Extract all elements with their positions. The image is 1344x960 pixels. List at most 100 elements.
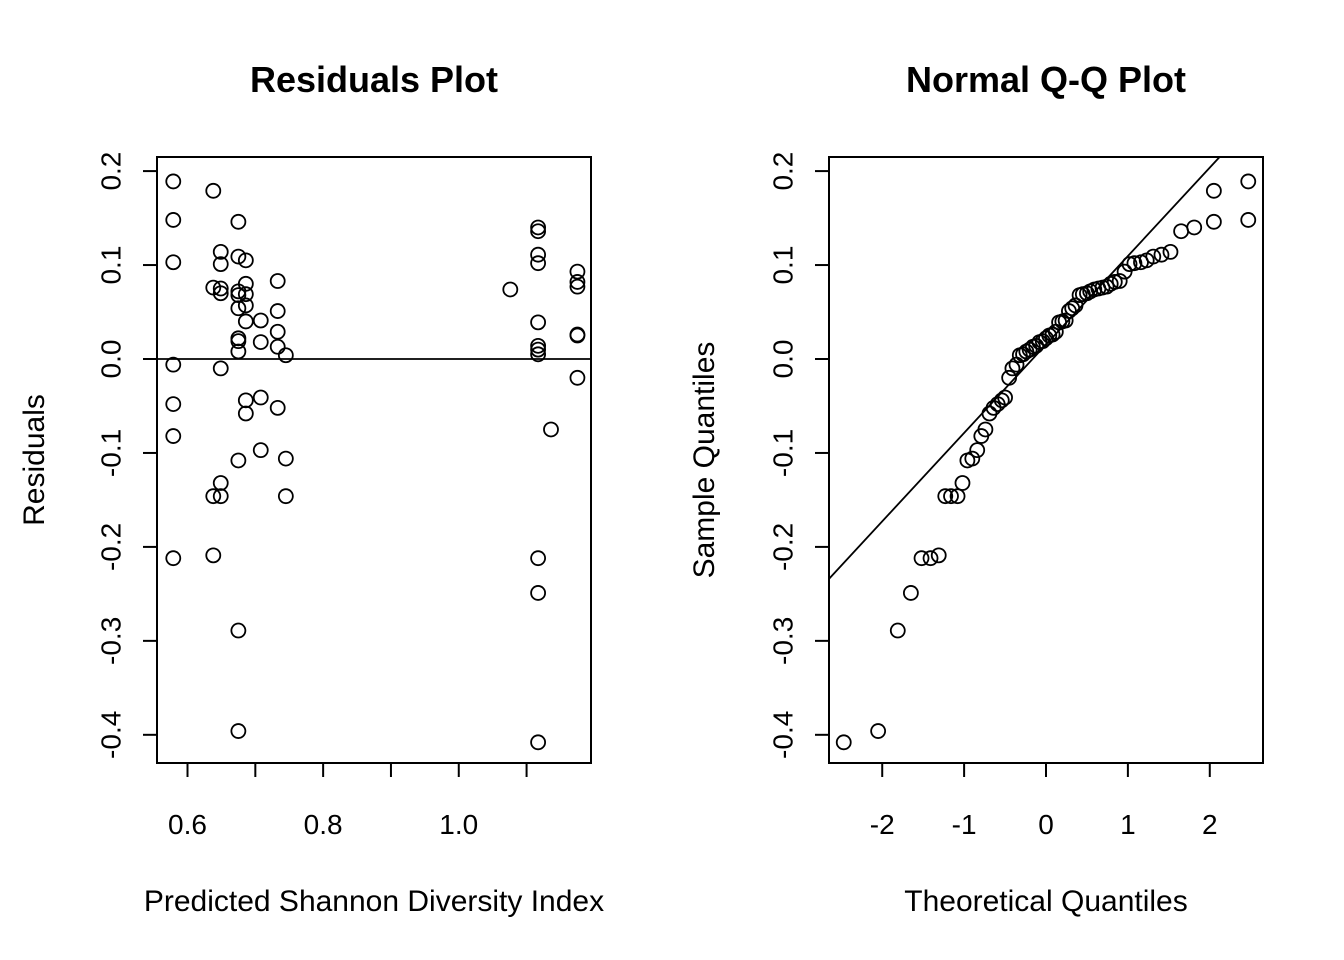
data-point — [230, 300, 247, 317]
data-point — [1145, 248, 1162, 265]
y-tick-label: 0.2 — [767, 152, 798, 191]
data-point — [569, 274, 586, 290]
data-point — [1186, 219, 1203, 236]
data-point — [913, 550, 930, 567]
data-point — [1173, 223, 1190, 240]
data-point — [543, 421, 559, 438]
data-point — [1001, 369, 1018, 386]
chart-title: Normal Q-Q Plot — [906, 59, 1186, 100]
data-point — [530, 337, 547, 354]
data-point — [212, 243, 229, 260]
data-point — [269, 323, 286, 340]
data-point — [277, 347, 294, 364]
data-point — [230, 213, 247, 230]
data-point — [205, 488, 222, 505]
data-point — [237, 275, 254, 292]
data-point — [1162, 243, 1179, 260]
plot-frame — [156, 156, 592, 764]
y-tick-label: 0.1 — [767, 246, 798, 285]
data-point — [237, 313, 254, 330]
chart-panel-1: Residuals Plot 0.6 0.8 1.0 -0.4 -0.3 -0.2 -0.1 0… — [18, 59, 604, 918]
data-point — [230, 333, 247, 350]
y-tick-label: 0.1 — [95, 246, 126, 285]
data-point — [835, 734, 852, 751]
data-point — [1240, 212, 1257, 228]
data-point — [1067, 297, 1084, 314]
y-tick-label: 0.0 — [95, 340, 126, 379]
data-point — [1126, 255, 1143, 272]
data-point — [1057, 312, 1074, 329]
data-point — [569, 327, 586, 344]
data-point — [930, 547, 947, 564]
data-point — [569, 369, 586, 386]
y-tick-label: -0.1 — [95, 429, 126, 477]
data-point — [277, 450, 294, 467]
data-point — [212, 488, 229, 505]
data-point — [252, 312, 269, 329]
qq-reference-line — [828, 156, 1221, 580]
data-point — [977, 421, 994, 438]
data-point — [943, 488, 959, 505]
x-tick-label: 0 — [1038, 809, 1054, 840]
data-point — [230, 343, 247, 360]
y-tick-label: -0.1 — [767, 429, 798, 477]
data-point — [165, 212, 182, 228]
data-point — [212, 280, 229, 297]
data-point — [252, 442, 269, 459]
data-point — [230, 622, 247, 639]
data-point — [165, 550, 182, 567]
data-point — [165, 356, 182, 373]
data-point — [212, 256, 229, 273]
data-point — [889, 622, 906, 639]
data-point — [269, 273, 286, 289]
y-axis-label: Sample Quantiles — [688, 342, 721, 579]
data-point — [205, 182, 222, 199]
y-tick-label: -0.3 — [767, 617, 798, 665]
data-point — [569, 263, 586, 280]
data-point — [1044, 326, 1061, 343]
data-point — [165, 254, 182, 271]
x-tick-label: 1 — [1120, 809, 1136, 840]
data-point — [269, 303, 286, 319]
data-point — [269, 338, 286, 355]
data-point — [1111, 273, 1128, 289]
data-point — [1008, 356, 1025, 373]
data-point — [964, 450, 981, 467]
data-point — [165, 173, 182, 190]
y-tick-label: -0.3 — [95, 617, 126, 665]
y-tick-label: -0.2 — [767, 523, 798, 571]
data-point — [205, 547, 222, 564]
data-point — [922, 550, 939, 567]
x-tick-label: -1 — [952, 809, 977, 840]
data-point — [230, 723, 247, 739]
data-point — [530, 341, 547, 358]
x-tick-label: 0.8 — [304, 809, 343, 840]
data-point — [502, 281, 519, 298]
data-point — [1153, 246, 1170, 263]
data-point — [1240, 173, 1257, 190]
data-point — [530, 346, 547, 363]
x-tick-label: 0.6 — [168, 809, 207, 840]
x-tick-label: 1.0 — [439, 809, 478, 840]
chart-panel-2: Normal Q-Q Plot -2 -1 0 1 2 -0.4 -0.3 -0.2 -0.1 0.… — [688, 59, 1264, 918]
data-point — [277, 488, 294, 505]
data-point — [212, 475, 229, 491]
data-point — [212, 360, 229, 377]
data-point — [530, 255, 547, 272]
data-point — [870, 723, 887, 739]
data-point — [230, 452, 247, 469]
data-point — [969, 442, 986, 459]
data-point — [165, 396, 182, 412]
data-point — [269, 399, 286, 416]
plot-frame — [828, 156, 1264, 764]
data-point — [1205, 182, 1222, 199]
data-point — [237, 286, 254, 303]
data-point — [237, 297, 254, 314]
data-point — [530, 246, 547, 263]
y-tick-label: -0.2 — [95, 523, 126, 571]
chart-title: Residuals Plot — [250, 59, 498, 100]
data-point — [1205, 213, 1222, 230]
data-point — [530, 550, 547, 567]
x-axis-label: Predicted Shannon Diversity Index — [144, 885, 604, 918]
